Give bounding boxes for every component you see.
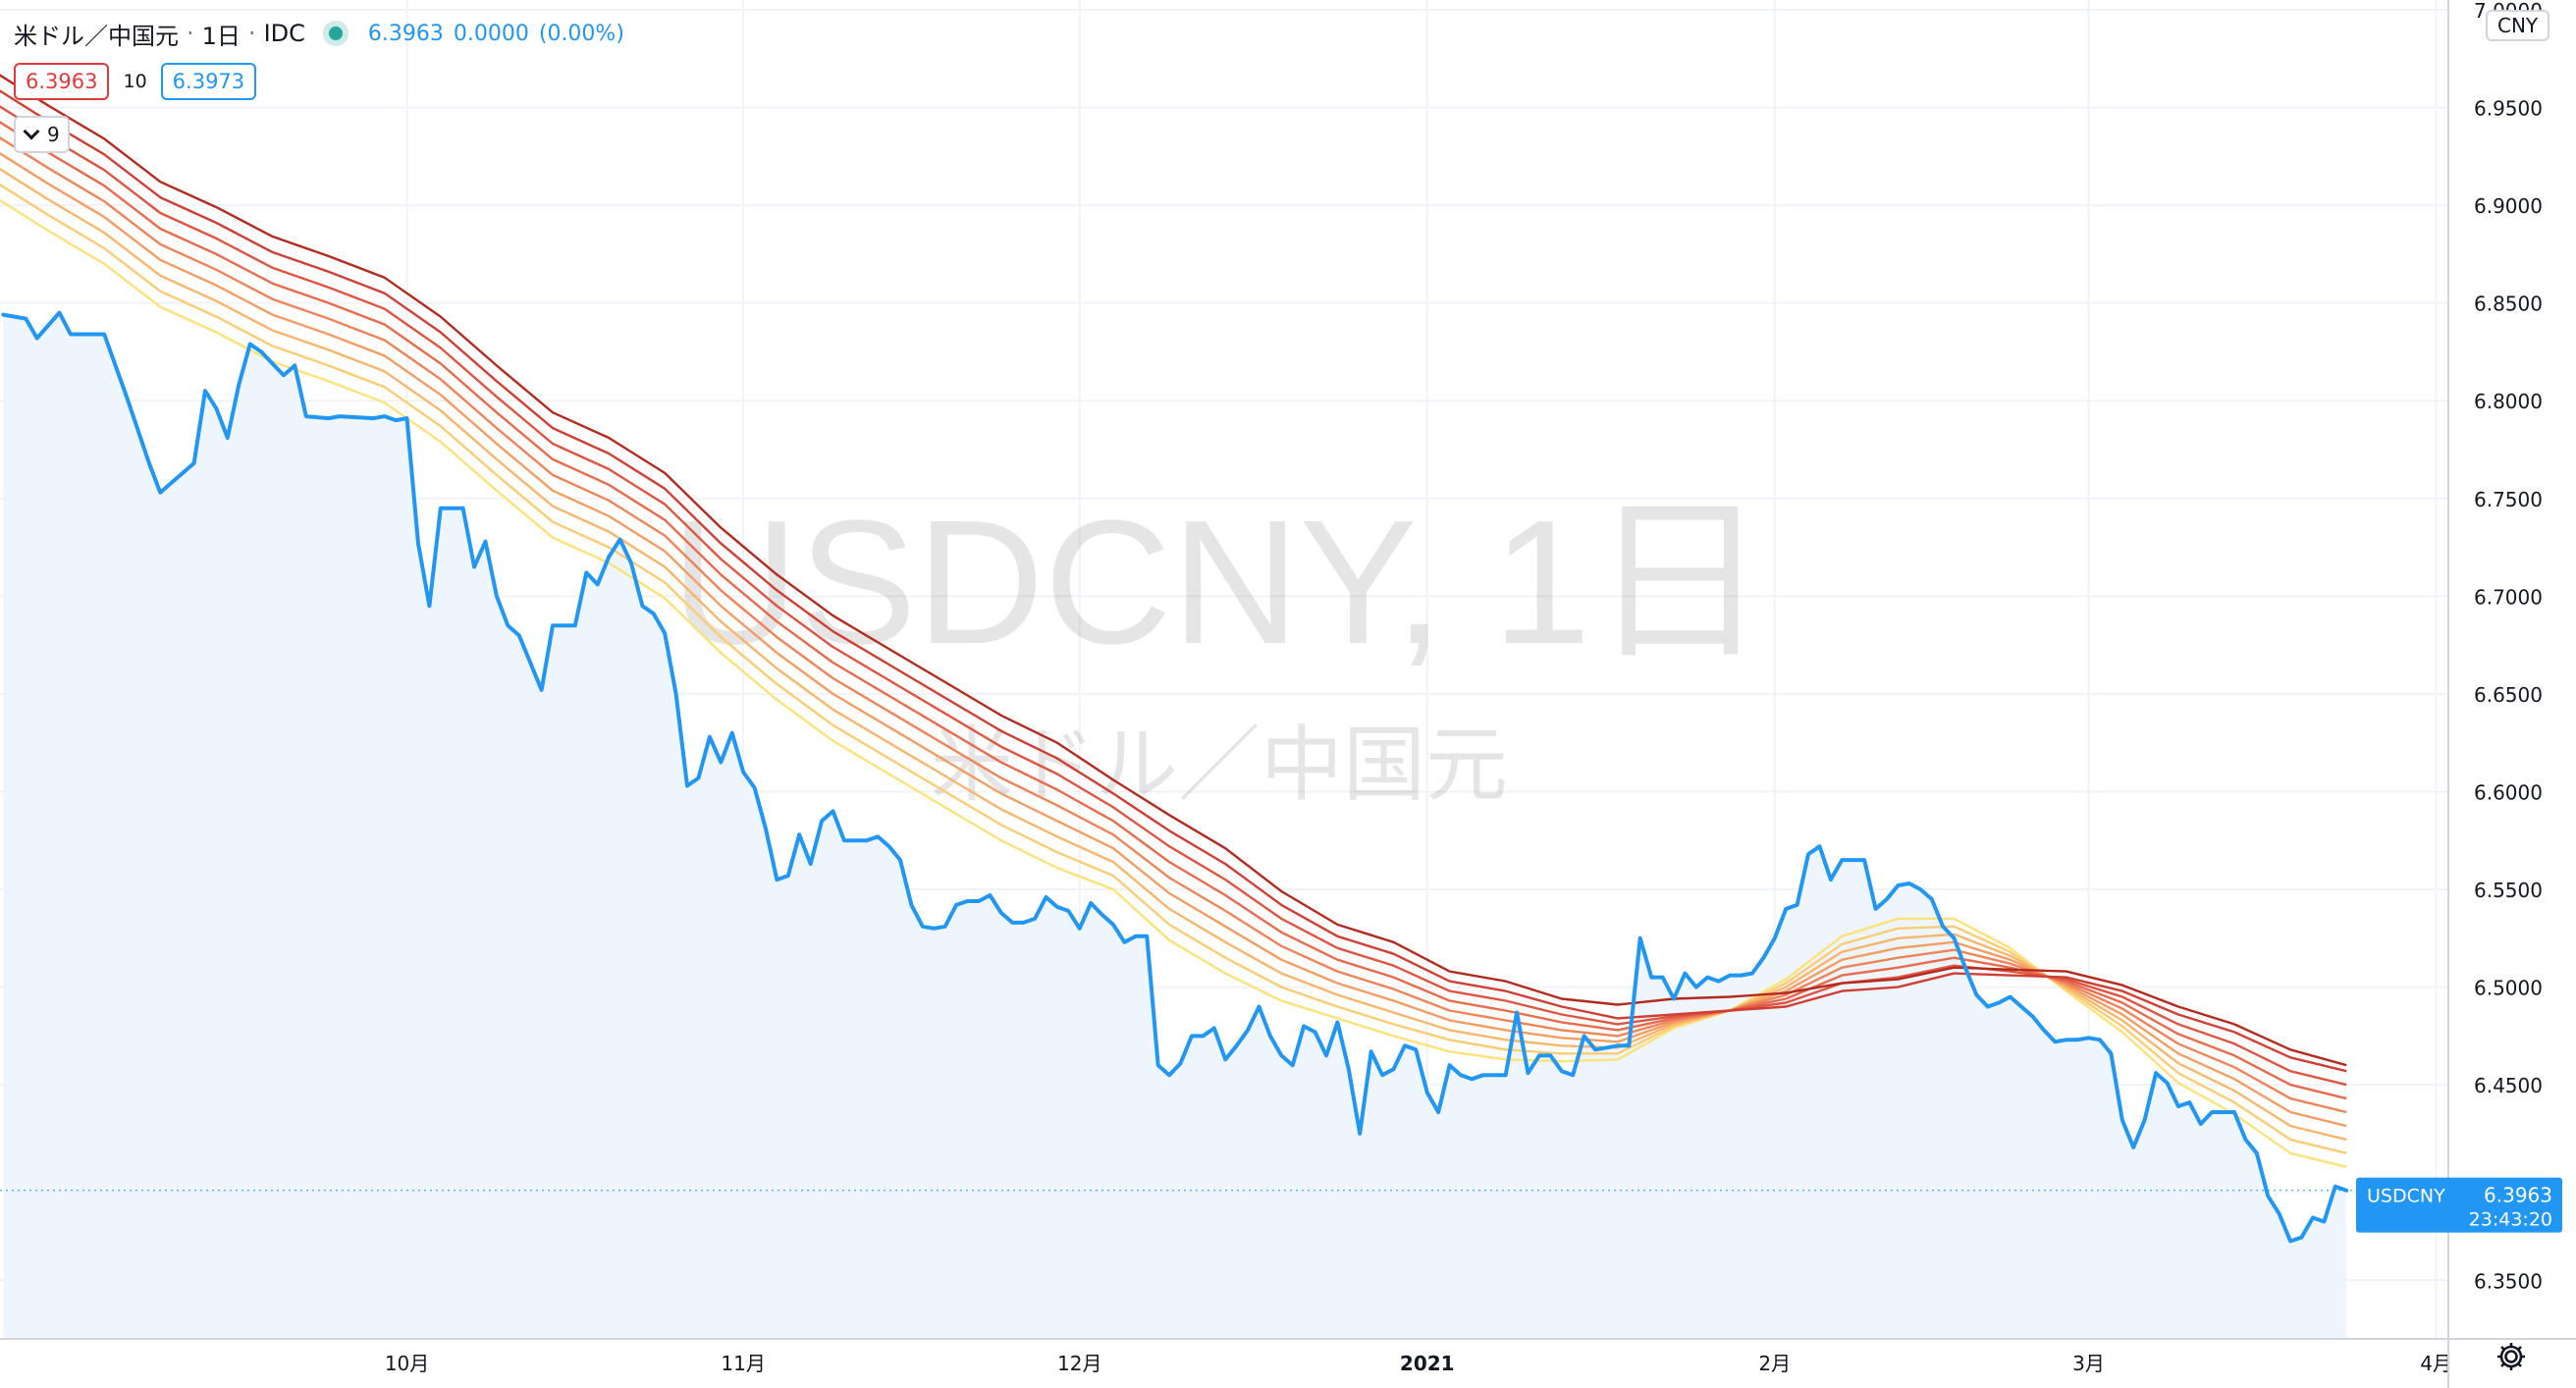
- ma-line: [0, 198, 2347, 1168]
- x-tick-label: 2021: [1400, 1352, 1455, 1375]
- indicator-count: 9: [47, 123, 60, 146]
- price-tag: USDCNY 6.3963 23:43:20: [2356, 1177, 2562, 1233]
- indicator-length: 10: [123, 71, 147, 92]
- x-tick-label: 12月: [1057, 1352, 1101, 1375]
- x-tick-label: 11月: [721, 1352, 765, 1375]
- y-tick-label: 6.5500: [2474, 879, 2543, 902]
- price-tag-bg: [2356, 1177, 2562, 1233]
- y-tick-label: 6.9000: [2474, 194, 2543, 218]
- chart-header: 米ドル／中国元 · 1日 · IDC 6.3963 0.0000 (0.00%): [14, 16, 634, 51]
- x-tick-label: 2月: [1758, 1352, 1791, 1375]
- header-separator: ·: [187, 20, 194, 47]
- y-tick-label: 6.8500: [2474, 293, 2543, 316]
- gear-icon[interactable]: [2494, 1339, 2529, 1374]
- y-tick-label: 6.8000: [2474, 390, 2543, 413]
- y-tick-label: 6.7500: [2474, 488, 2543, 511]
- header-separator: ·: [247, 20, 256, 47]
- price-area: [3, 312, 2347, 1340]
- y-tick-label: 6.5000: [2474, 977, 2543, 1000]
- change-percent: (0.00%): [538, 21, 624, 46]
- price-tag-countdown: 23:43:20: [2469, 1209, 2552, 1231]
- ma-line: [0, 121, 2347, 1100]
- y-tick-label: 6.7000: [2474, 585, 2543, 609]
- x-tick-label: 10月: [385, 1352, 429, 1375]
- change-value: 0.0000: [453, 21, 529, 46]
- market-status-icon[interactable]: [328, 27, 343, 40]
- x-tick-label: 4月: [2420, 1352, 2452, 1375]
- price-line: [1, 310, 2349, 1244]
- indicator-legend: 6.3963 10 6.3973: [14, 63, 257, 100]
- indicator-value-red[interactable]: 6.3963: [14, 63, 110, 100]
- exchange-label: IDC: [263, 20, 305, 47]
- price-area-fill: [3, 312, 2347, 1340]
- ma-line: [0, 183, 2347, 1154]
- watermark-main: USDCNY, 1日: [671, 484, 1767, 681]
- watermark-sub: 米ドル／中国元: [931, 717, 1508, 813]
- ma-line: [0, 167, 2347, 1142]
- y-tick-label: 6.6500: [2474, 683, 2543, 707]
- ma-line: [0, 135, 2347, 1114]
- ma-line: [0, 74, 2347, 1067]
- y-tick-label: 6.9500: [2474, 97, 2543, 121]
- price-tag-symbol: USDCNY: [2367, 1186, 2445, 1207]
- y-tick-label: 6.3500: [2474, 1269, 2543, 1293]
- ma-ribbon: [0, 74, 2347, 1168]
- price-line-layer: [0, 310, 2448, 1244]
- y-tick-label: 6.6000: [2474, 780, 2543, 804]
- watermark: USDCNY, 1日 米ドル／中国元: [671, 484, 1767, 813]
- indicators-collapse-button[interactable]: 9: [14, 116, 70, 153]
- last-price: 6.3963: [367, 21, 444, 46]
- indicator-value-blue[interactable]: 6.3973: [160, 63, 257, 100]
- interval-label[interactable]: 1日: [201, 22, 241, 50]
- x-tick-label: 3月: [2072, 1352, 2105, 1375]
- currency-button[interactable]: CNY: [2486, 10, 2550, 41]
- y-tick-label: 6.4500: [2474, 1074, 2543, 1097]
- quote-values: 6.3963 0.0000 (0.00%): [368, 22, 634, 46]
- ma-line: [0, 89, 2347, 1073]
- ma-line: [0, 105, 2347, 1087]
- price-tag-price: 6.3963: [2484, 1184, 2552, 1207]
- chevron-down-icon: [23, 123, 40, 140]
- symbol-name[interactable]: 米ドル／中国元: [14, 22, 179, 50]
